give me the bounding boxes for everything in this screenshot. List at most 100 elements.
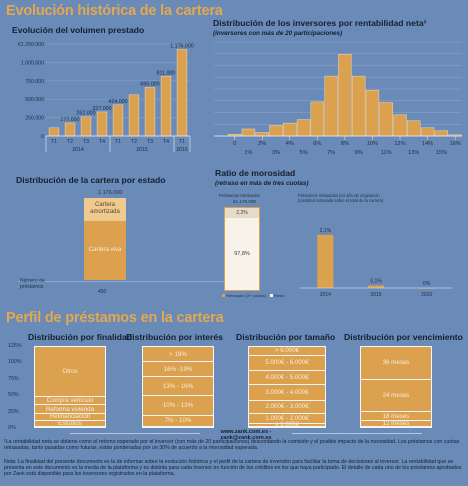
volume-xtick-label: T3 [83,139,89,145]
state-amortized-label: Cartera amortizada [90,202,120,216]
investors-bar [283,122,297,137]
tamano-segment-label: 3.000€ - 4.000€ [265,388,309,396]
volume-xtick-label: T4 [163,139,169,145]
finalidad-ytick-label: 50% [8,392,19,399]
tamano-title: Distribución por tamaño [236,332,336,342]
legend-late-label: Retrasado (3+ cuotas) [226,293,266,298]
morosidad-ok-pct: 97,8% [234,251,250,257]
footer-contact[interactable]: www.zank.com.es - zank@zank.com.es [220,429,272,441]
state-loans-value: 450 [98,289,107,295]
vencimiento-segment-label: 36 meses [382,359,410,367]
volume-ytick-label: €1.250.000 [18,42,44,48]
investors-xtick-label: 8% [341,141,349,147]
state-loans-label: Número de préstamos [20,278,45,290]
volume-ytick-label: 1.000.000 [21,60,44,66]
volume-xtick-label: T1 [115,139,121,145]
investors-bar [324,75,338,137]
volume-year-label: 2015 [136,147,148,153]
tamano-segment-label: 2.000€ - 3.000€ [265,403,309,411]
investors-bar [420,127,435,137]
volume-data-label: 424.000 [108,99,127,105]
finalidad-ytick-label: 100% [8,359,22,366]
volume-bar [144,87,156,137]
volume-bar [160,76,172,137]
vencimiento-title: Distribución por vencimiento [344,332,463,342]
interes-segment: > 19% [143,347,213,363]
interes-segment-label: 10% - 13% [162,401,194,409]
investors-xtick-label-minor: 9% [355,150,363,156]
finalidad-segment: Otros [35,347,105,398]
morosidad-year-data-label: 2,1% [320,228,332,234]
volume-data-label: 177.000 [60,117,79,123]
volume-year-label: 2014 [72,147,84,153]
investors-xtick-label: 0 [233,141,236,147]
tamano-chart: > 6.000€ 5.000€ - 6.000€ 4.000€ - 5.000€ 3.… [248,346,326,428]
morosidad-year-chart: 2,1% 2014 0,1% 2015 0% 2016 [300,228,452,298]
morosidad-subtitle: (retraso en más de tres cuotas) [215,180,309,187]
investors-xtick-label-minor: 11% [381,150,392,156]
interes-title: Distribución por interés [126,332,223,342]
volume-data-label: 660.000 [140,81,159,87]
investors-bar [407,120,421,137]
tamano-segment-label: ≤ 1.000€ [274,421,300,429]
volume-chart: 0 250.000 500.000 750.000 1.000.000 €1.250.00… [18,42,194,153]
volume-ytick-label: 750.000 [25,79,44,85]
vencimiento-segment-label: 12 meses [382,420,410,428]
volume-data-label: 1.176.000 [170,43,194,49]
morosidad-year-xtick-label: 2016 [421,292,432,298]
investors-xtick-label: 14% [422,141,433,147]
morosidad-year-xtick-label: 2014 [320,292,331,298]
vencimiento-segment: 36 meses [361,347,431,380]
morosidad-year-data-label: 0,1% [370,278,382,284]
interes-chart: > 19% 16% -19% 13% - 16% 10% - 13% 7% - 10% [142,346,214,428]
state-alive-label: Cartera viva [88,247,122,254]
investors-chart-title: Distribución de los inversores por renta… [213,18,427,28]
volume-data-label: 327.000 [92,106,111,112]
interes-segment: 7% - 10% [143,415,213,427]
investors-chart-subtitle: (inversores con más de 20 participacione… [213,30,343,37]
investors-xtick-label: 10% [367,141,378,147]
investors-xtick-label-minor: 5% [300,150,308,156]
interes-segment-label: 7% - 10% [164,417,192,425]
interes-segment-label: 13% - 16% [162,382,194,390]
vencimiento-segment: 12 meses [361,420,431,428]
investors-xtick-label-minor: 3% [272,150,280,156]
interes-segment-label: > 19% [169,350,187,358]
investors-bar [365,89,380,137]
volume-xtick-label: T2 [131,139,137,145]
interes-segment: 13% - 16% [143,377,213,396]
volume-ytick-label: 250.000 [25,116,44,122]
interes-segment-label: 16% -19% [163,365,193,373]
investors-bar [351,75,366,137]
finalidad-ytick-label: 25% [8,408,19,415]
investors-bar [393,114,407,137]
finalidad-segment-label: Refinanciación [49,413,91,421]
volume-xtick-label: T2 [67,139,73,145]
main-title: Evolución histórica de la cartera [6,3,223,19]
investors-bar [338,54,352,137]
finalidad-segment: Compra vehículo [35,397,105,406]
investors-bar [296,119,311,137]
tamano-segment: > 6.000€ [249,347,325,356]
morosidad-left-caption: Préstamos retrasados [219,193,260,198]
investors-bar [255,132,269,137]
profile-title: Perfil de préstamos en la cartera [6,310,224,326]
footer-note-2: Nota: La finalidad del presente document… [4,459,462,478]
legend-ok-label: Resto [274,293,285,298]
morosidad-left-total: €1.176.000 [233,199,256,204]
morosidad-year-xtick-label: 2015 [370,292,381,298]
volume-bar [64,122,76,137]
volume-bar [48,127,60,137]
volume-year-label: 2016 [176,147,188,153]
volume-data-label: 811.000 [157,70,176,76]
vencimiento-segment-label: 24 meses [382,391,410,399]
volume-bar [96,111,108,137]
finalidad-segment: Estudios [35,420,105,427]
tamano-segment: 3.000€ - 4.000€ [249,385,325,401]
state-divider [18,281,258,282]
interes-segment: 10% - 13% [143,395,213,416]
morosidad-legend: Retrasado (3+ cuotas) Resto [222,293,285,298]
finalidad-segment: Reforma vivienda [35,405,105,415]
interes-segment: 16% -19% [143,362,213,378]
volume-bar [80,116,92,137]
